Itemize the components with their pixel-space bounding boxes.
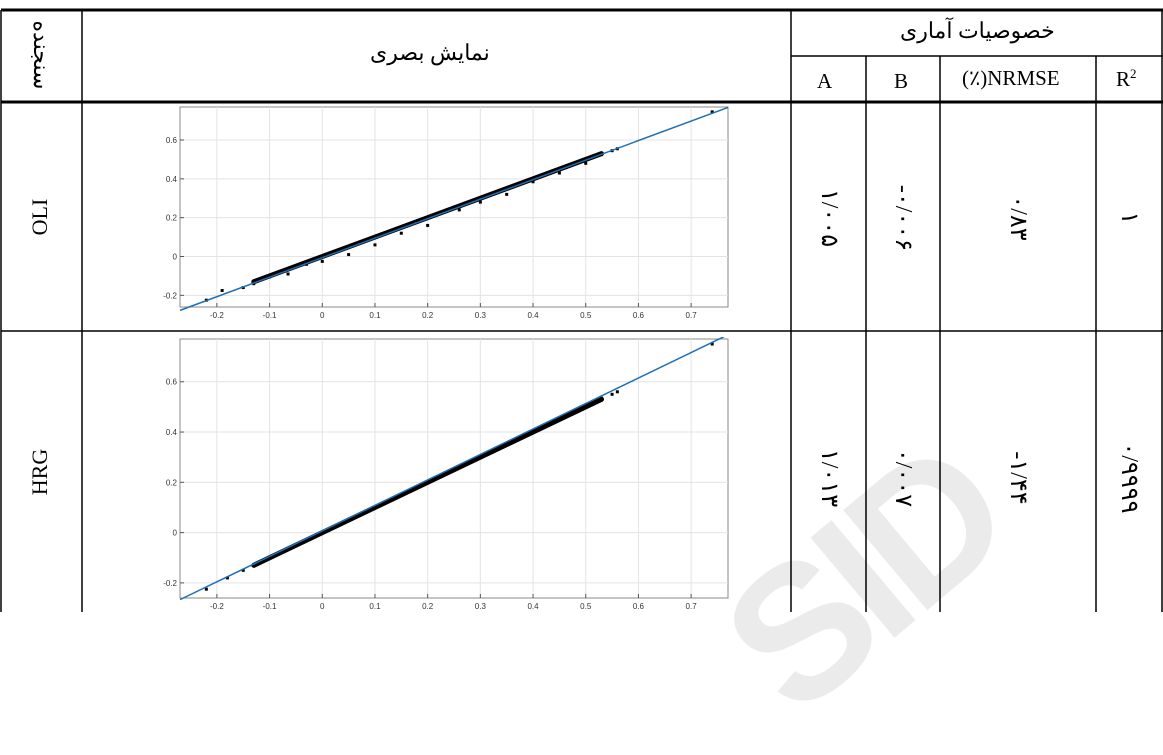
y-tick-label: 0.4 <box>166 175 178 184</box>
x-tick-label: 0 <box>320 602 325 611</box>
data-point <box>225 576 229 580</box>
y-tick-label: 0.2 <box>166 214 178 223</box>
data-point <box>557 171 561 175</box>
scatter-plot-hrg: -0.2 -0.1 0 0.1 0.2 0.3 0.4 0.5 0.6 0.7 -0.2 0 0.2 0.… <box>150 334 730 612</box>
x-tick-label: -0.2 <box>210 311 224 320</box>
x-tick-label: -0.2 <box>210 602 224 611</box>
x-tick-label: -0.1 <box>263 311 277 320</box>
data-point <box>320 259 324 263</box>
row-oli-r2-value: ۱ <box>1116 211 1142 225</box>
header-visual: نمایش بصری <box>370 40 490 65</box>
row-sensor-hrg: HRG <box>27 448 52 496</box>
x-tick-label: 0.6 <box>633 311 645 320</box>
data-point <box>426 480 430 484</box>
row-hrg-b-value: ۰/۰۰۷ <box>890 448 916 508</box>
data-point <box>399 231 403 235</box>
data-point <box>373 505 377 509</box>
x-tick-label: 0.6 <box>633 602 645 611</box>
x-tick-label: 0.1 <box>369 311 381 320</box>
header-col-r2-sup: 2 <box>1130 66 1137 81</box>
data-point <box>399 493 403 497</box>
header-col-nrmse: (٪)NRMSE <box>962 66 1060 90</box>
header-col-b: B <box>894 69 909 93</box>
data-point <box>478 200 482 204</box>
data-point <box>241 568 245 572</box>
header-sensor: سنجنده <box>29 20 54 90</box>
data-point <box>373 243 377 247</box>
data-point <box>615 390 619 394</box>
data-point <box>452 468 456 472</box>
y-tick-label: 0.6 <box>166 378 178 387</box>
x-tick-label: 0.3 <box>475 311 487 320</box>
data-point <box>426 223 430 227</box>
header-stats: خصوصیات آماری <box>900 18 1055 43</box>
y-tick-label: 0.2 <box>166 478 178 487</box>
y-tick-label: 0 <box>173 253 178 262</box>
row-oli-nrmse-value: ۰/۸۳ <box>1005 195 1031 241</box>
x-tick-label: 0.4 <box>527 602 539 611</box>
data-point <box>531 430 535 434</box>
x-tick-label: 0.4 <box>527 311 539 320</box>
data-point <box>478 455 482 459</box>
data-point <box>710 342 714 346</box>
data-point <box>220 288 224 292</box>
x-tick-label: 0.2 <box>422 602 434 611</box>
y-tick-label: 0 <box>173 529 178 538</box>
x-tick-label: 0.7 <box>686 602 698 611</box>
data-point <box>204 587 208 591</box>
row-oli-a-value: ۱/۰۰۵ <box>816 188 842 248</box>
data-point <box>457 208 461 212</box>
data-point <box>294 543 298 547</box>
y-tick-label: -0.2 <box>163 291 177 300</box>
x-tick-label: 0.7 <box>686 311 698 320</box>
data-point <box>320 531 324 535</box>
data-point <box>600 396 604 400</box>
data-point <box>584 405 588 409</box>
x-tick-label: -0.1 <box>263 602 277 611</box>
data-point <box>505 192 509 196</box>
fit-line <box>179 106 729 312</box>
header-col-r2-base: R <box>1116 67 1131 91</box>
y-tick-label: 0.4 <box>166 428 178 437</box>
data-point <box>347 518 351 522</box>
data-point <box>268 556 272 560</box>
row-hrg-a-value: ۱/۰۱۳ <box>816 448 842 508</box>
x-tick-label: 0.2 <box>422 311 434 320</box>
row-sensor-oli: OLI <box>27 198 52 236</box>
y-tick-label: 0.6 <box>166 136 178 145</box>
header-col-a: A <box>817 69 833 93</box>
y-tick-label: -0.2 <box>163 579 177 588</box>
data-point <box>710 110 714 114</box>
row-hrg-r2-value: ۰/۹۹۹۹ <box>1116 442 1142 514</box>
data-point <box>286 272 290 276</box>
data-point <box>531 180 535 184</box>
results-table-grid <box>0 8 1163 612</box>
data-point <box>610 392 614 396</box>
x-tick-label: 0 <box>320 311 325 320</box>
data-point <box>584 161 588 165</box>
data-point <box>347 253 351 257</box>
x-tick-label: 0.3 <box>475 602 487 611</box>
x-tick-label: 0.5 <box>580 602 592 611</box>
data-point <box>557 417 561 421</box>
fit-line <box>179 334 729 601</box>
x-tick-label: 0.1 <box>369 602 381 611</box>
row-hrg-nrmse-value: -۱/۴۴ <box>1005 451 1031 505</box>
scatter-plot-oli: -0.2 -0.1 0 0.1 0.2 0.3 0.4 0.5 0.6 0.7 -0.2 0 0.2 0.… <box>150 105 730 321</box>
row-oli-b-value: -۰/۰۰۶ <box>890 184 916 252</box>
header-col-r2: R2 <box>1116 66 1137 92</box>
data-point <box>252 563 256 567</box>
data-point <box>505 443 509 447</box>
x-tick-label: 0.5 <box>580 311 592 320</box>
